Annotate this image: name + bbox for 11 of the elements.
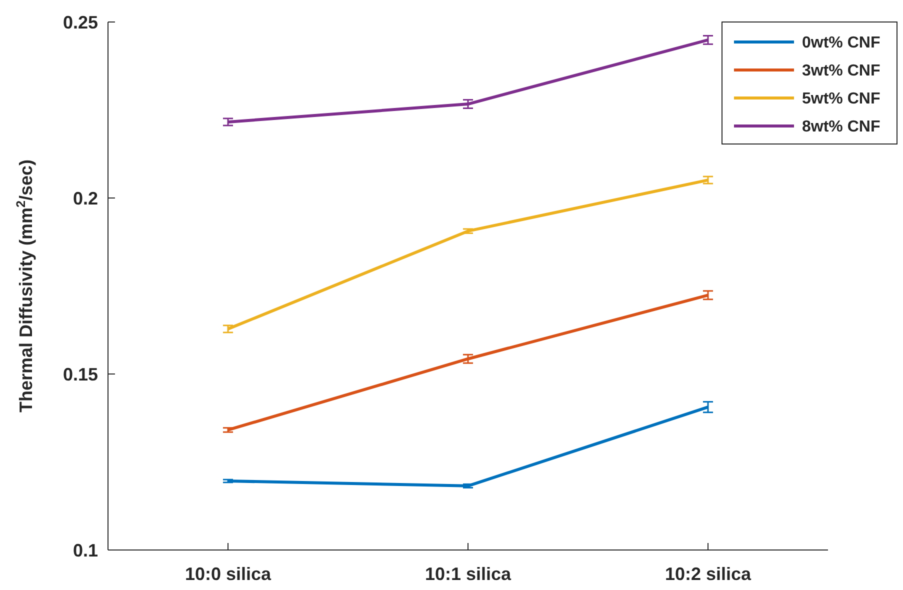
y-tick-label: 0.15 [62,364,98,384]
y-tick-label: 0.2 [72,188,98,208]
x-tick-label: 10:2 silica [664,564,752,584]
x-tick-label: 10:0 silica [184,564,272,584]
y-tick-label: 0.1 [72,540,98,560]
y-tick-label: 0.25 [62,12,98,32]
legend-label: 0wt% CNF [802,34,880,52]
legend-label: 8wt% CNF [802,118,880,136]
legend-label: 5wt% CNF [802,90,880,108]
x-tick-label: 10:1 silica [424,564,512,584]
legend-label: 3wt% CNF [802,62,880,80]
